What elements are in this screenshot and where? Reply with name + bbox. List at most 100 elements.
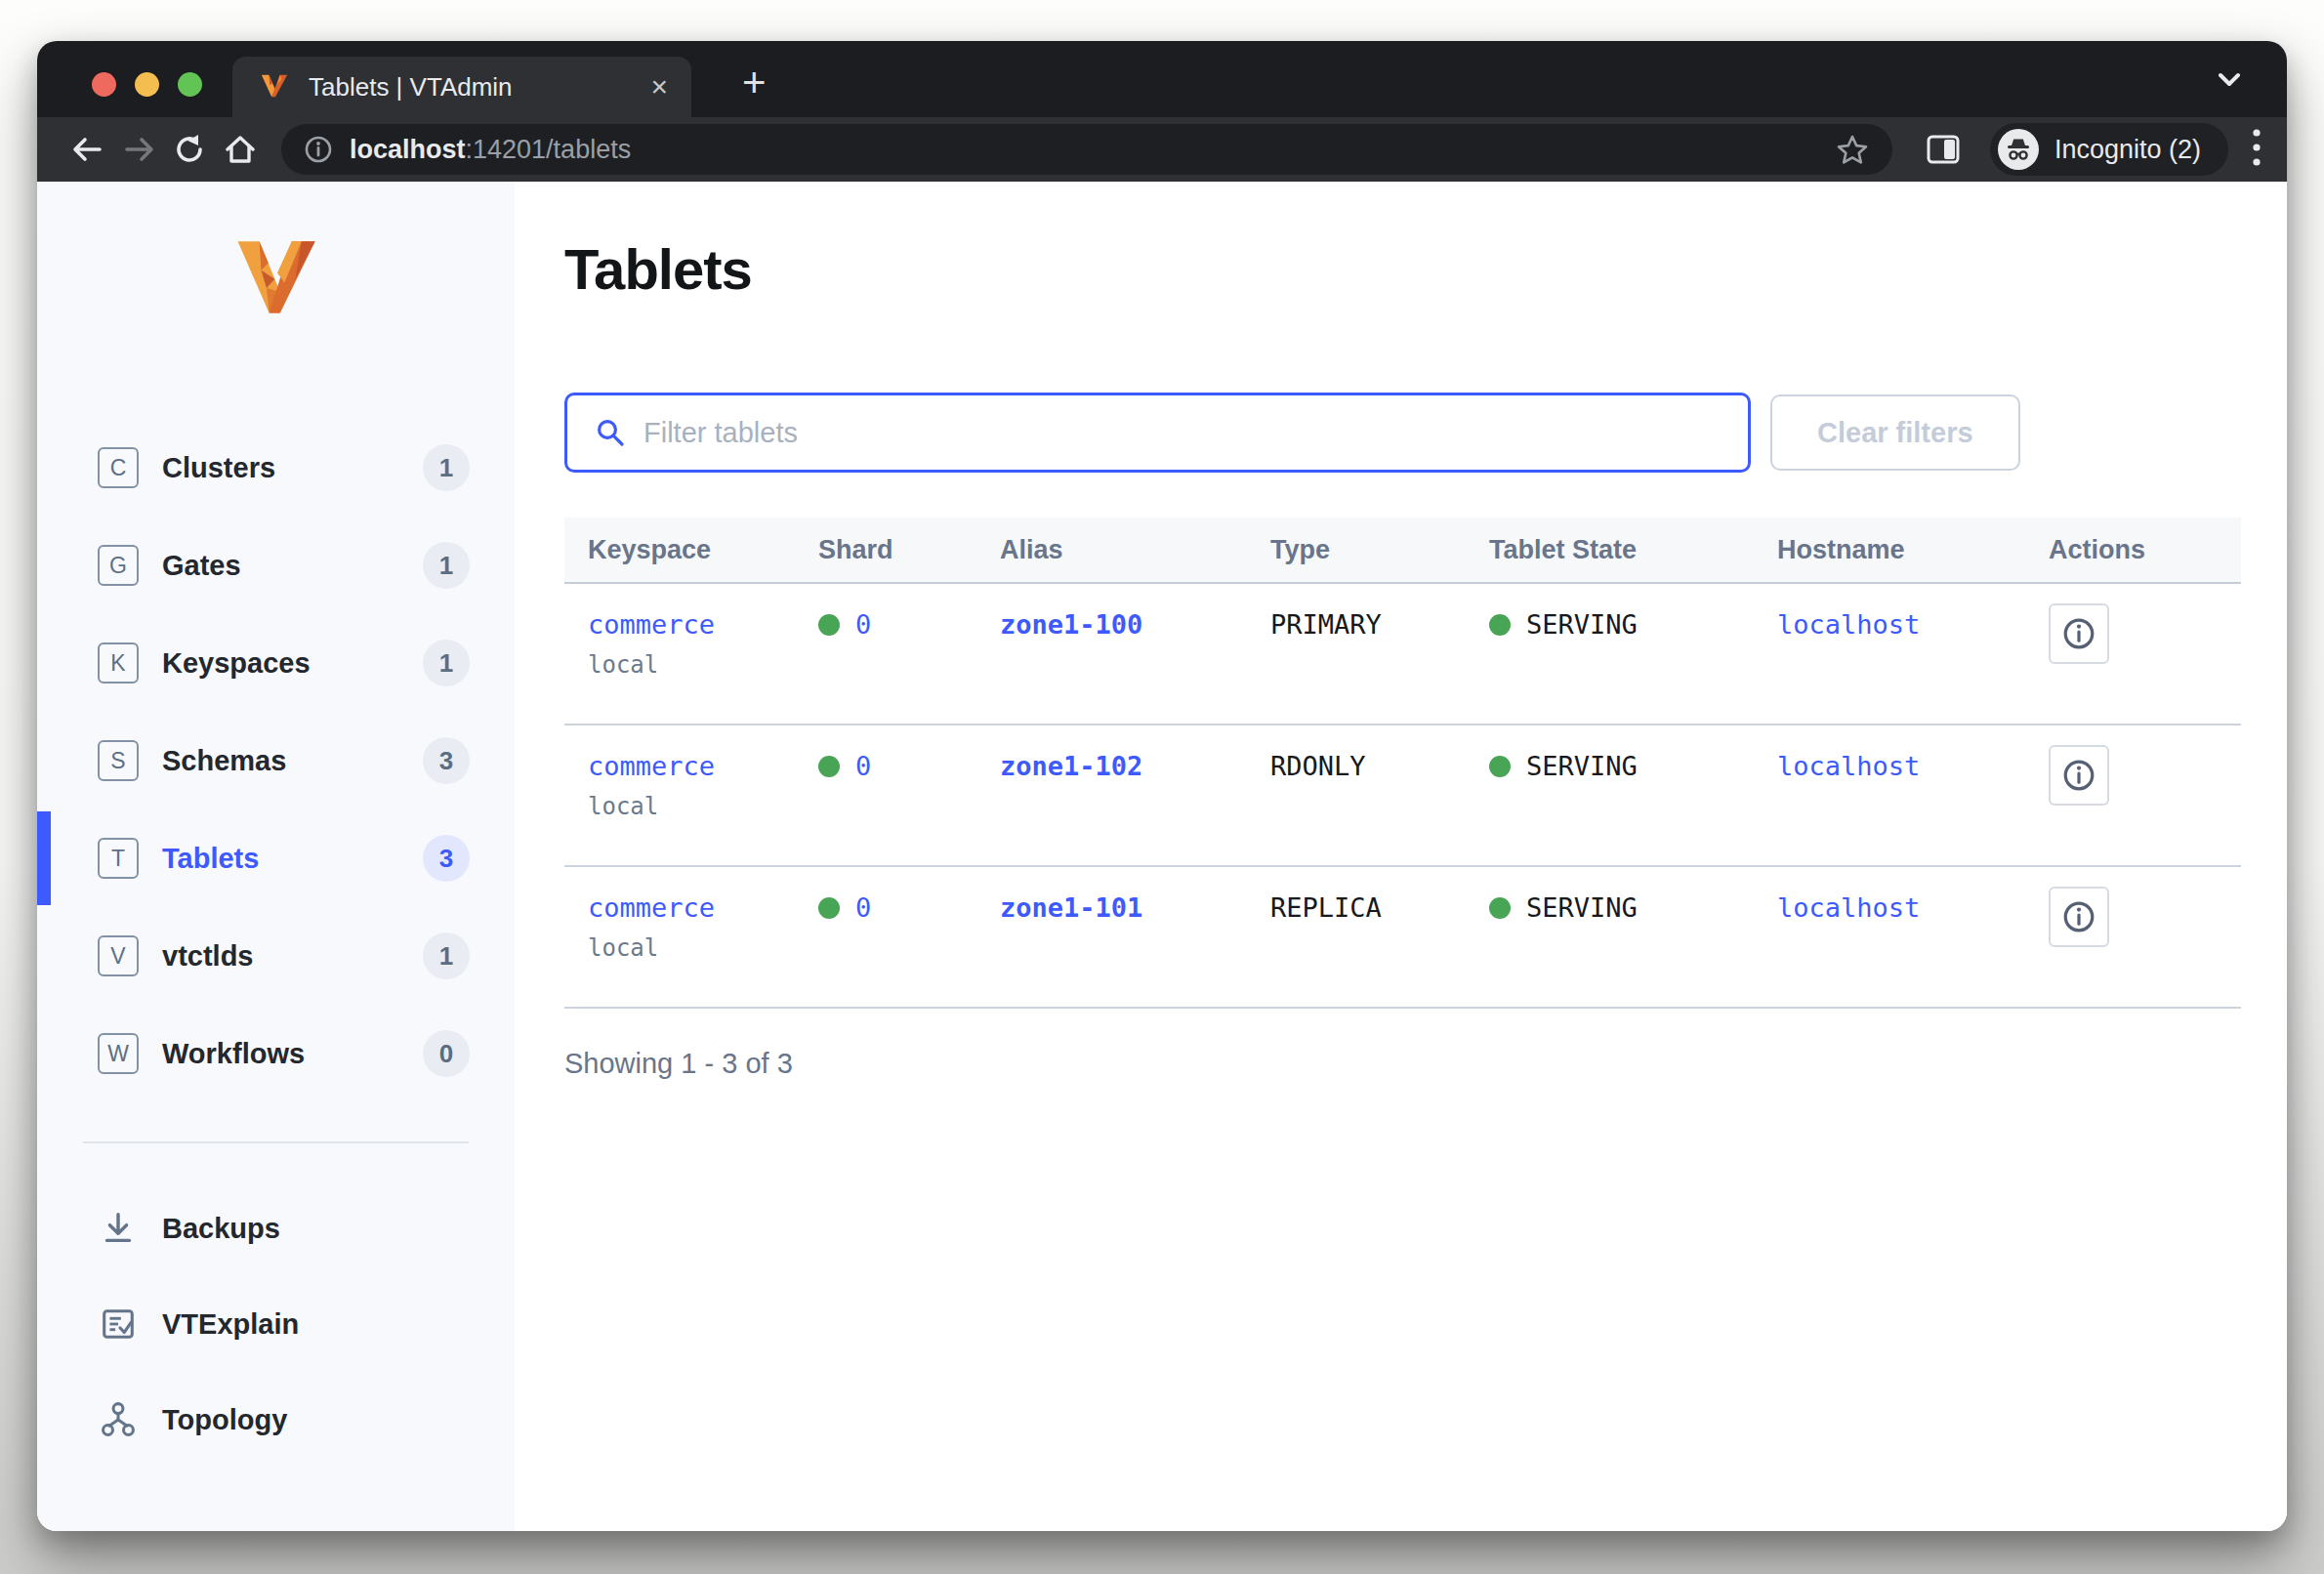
col-tablet-state: Tablet State — [1489, 518, 1777, 583]
shard-status-dot — [818, 614, 840, 636]
sidebar-item-backups[interactable]: Backups — [37, 1198, 515, 1259]
table-header-row: Keyspace Shard Alias Type Tablet State H… — [564, 518, 2241, 583]
count-badge: 1 — [423, 444, 470, 491]
browser-menu-icon[interactable] — [2252, 127, 2262, 172]
profile-badge[interactable]: Incognito (2) — [1990, 123, 2228, 176]
sidebar-item-label: Gates — [162, 550, 241, 582]
reload-button[interactable] — [164, 124, 215, 175]
sidebar-item-workflows[interactable]: W Workflows 0 — [37, 1021, 515, 1086]
table-row: commerce local 0 zone1-102 RDONLY SERVIN… — [564, 725, 2241, 866]
new-tab-button[interactable]: + — [742, 62, 767, 104]
tablet-type: RDONLY — [1270, 751, 1366, 781]
filter-row: Clear filters — [564, 393, 2287, 473]
tablet-state: SERVING — [1526, 751, 1638, 781]
sidebar: C Clusters 1 G Gates 1 K Keyspaces 1 S S… — [37, 182, 515, 1531]
shard-link[interactable]: 0 — [855, 751, 871, 781]
tab-strip: Tablets | VTAdmin × + — [37, 41, 2287, 117]
sidebar-item-label: vtctlds — [162, 940, 253, 973]
sidebar-item-label: Keyspaces — [162, 647, 311, 680]
filter-tablets-input[interactable] — [643, 417, 1724, 449]
row-info-button[interactable] — [2049, 887, 2109, 947]
sidebar-item-label: Schemas — [162, 745, 286, 777]
shard-link[interactable]: 0 — [855, 609, 871, 640]
close-window-button[interactable] — [92, 72, 116, 97]
count-badge: 1 — [423, 932, 470, 979]
sidebar-item-keyspaces[interactable]: K Keyspaces 1 — [37, 631, 515, 695]
sidebar-item-label: Clusters — [162, 452, 275, 484]
url-text[interactable]: localhost:14201/tablets — [350, 135, 1836, 165]
shard-status-dot — [818, 756, 840, 777]
sidebar-divider — [83, 1141, 469, 1143]
minimize-window-button[interactable] — [135, 72, 159, 97]
state-status-dot — [1489, 897, 1511, 919]
url-path: :14201/tablets — [466, 135, 632, 164]
address-bar[interactable]: localhost:14201/tablets — [281, 124, 1892, 175]
alias-link[interactable]: zone1-101 — [1000, 892, 1142, 923]
download-icon — [98, 1208, 139, 1249]
keyspace-link[interactable]: commerce — [588, 751, 715, 781]
alias-link[interactable]: zone1-100 — [1000, 609, 1142, 640]
table-row: commerce local 0 zone1-101 REPLICA SERVI… — [564, 866, 2241, 1008]
vtadmin-app: C Clusters 1 G Gates 1 K Keyspaces 1 S S… — [37, 182, 2287, 1531]
alias-link[interactable]: zone1-102 — [1000, 751, 1142, 781]
count-badge: 3 — [423, 835, 470, 882]
sidebar-item-clusters[interactable]: C Clusters 1 — [37, 435, 515, 500]
col-alias: Alias — [1000, 518, 1270, 583]
hostname-link[interactable]: localhost — [1777, 609, 1920, 640]
keyspace-link[interactable]: commerce — [588, 609, 715, 640]
cluster-name: local — [588, 651, 818, 679]
info-icon — [2060, 757, 2097, 794]
vitess-favicon — [260, 72, 289, 102]
bookmark-star-icon[interactable] — [1836, 134, 1869, 165]
forward-button[interactable] — [113, 124, 164, 175]
browser-toolbar: localhost:14201/tablets Incognito (2) — [37, 117, 2287, 182]
sidebar-item-gates[interactable]: G Gates 1 — [37, 533, 515, 598]
tab-title: Tablets | VTAdmin — [309, 72, 650, 103]
sidebar-item-vtexplain[interactable]: VTExplain — [37, 1294, 515, 1354]
close-tab-icon[interactable]: × — [650, 72, 668, 102]
row-info-button[interactable] — [2049, 603, 2109, 664]
row-info-button[interactable] — [2049, 745, 2109, 806]
tablet-type: REPLICA — [1270, 892, 1382, 923]
col-keyspace: Keyspace — [564, 518, 818, 583]
shard-link[interactable]: 0 — [855, 892, 871, 923]
col-type: Type — [1270, 518, 1489, 583]
browser-window: Tablets | VTAdmin × + localhost:14201/ — [37, 41, 2287, 1531]
count-badge: 1 — [423, 542, 470, 589]
sidebar-item-schemas[interactable]: S Schemas 3 — [37, 728, 515, 793]
side-panel-icon[interactable] — [1918, 124, 1969, 175]
clear-filters-button[interactable]: Clear filters — [1770, 394, 2020, 471]
back-button[interactable] — [62, 124, 113, 175]
hostname-link[interactable]: localhost — [1777, 751, 1920, 781]
search-icon — [595, 417, 626, 448]
tablet-state: SERVING — [1526, 892, 1638, 923]
workflows-icon: W — [98, 1033, 139, 1074]
info-icon — [2060, 898, 2097, 935]
zoom-window-button[interactable] — [178, 72, 202, 97]
sidebar-item-topology[interactable]: Topology — [37, 1389, 515, 1450]
tab-search-chevron-icon[interactable] — [2211, 68, 2248, 92]
vtctlds-icon: V — [98, 935, 139, 976]
tablet-type: PRIMARY — [1270, 609, 1382, 640]
site-info-icon[interactable] — [303, 134, 334, 165]
incognito-icon — [1998, 129, 2039, 170]
topology-icon — [98, 1399, 139, 1440]
sidebar-item-tablets[interactable]: T Tablets 3 — [37, 826, 515, 891]
browser-tab[interactable]: Tablets | VTAdmin × — [232, 57, 691, 117]
hostname-link[interactable]: localhost — [1777, 892, 1920, 923]
explain-icon — [98, 1304, 139, 1345]
count-badge: 0 — [423, 1030, 470, 1077]
home-button[interactable] — [215, 124, 266, 175]
cluster-name: local — [588, 934, 818, 962]
state-status-dot — [1489, 614, 1511, 636]
info-icon — [2060, 615, 2097, 652]
clusters-icon: C — [98, 447, 139, 488]
schemas-icon: S — [98, 740, 139, 781]
url-host: localhost — [350, 135, 466, 164]
sidebar-item-vtctlds[interactable]: V vtctlds 1 — [37, 924, 515, 988]
table-row: commerce local 0 zone1-100 PRIMARY SERVI… — [564, 583, 2241, 725]
sidebar-nav: C Clusters 1 G Gates 1 K Keyspaces 1 S S… — [37, 435, 515, 1086]
sidebar-item-label: Workflows — [162, 1038, 305, 1070]
tablets-table: Keyspace Shard Alias Type Tablet State H… — [564, 518, 2241, 1009]
keyspace-link[interactable]: commerce — [588, 892, 715, 923]
